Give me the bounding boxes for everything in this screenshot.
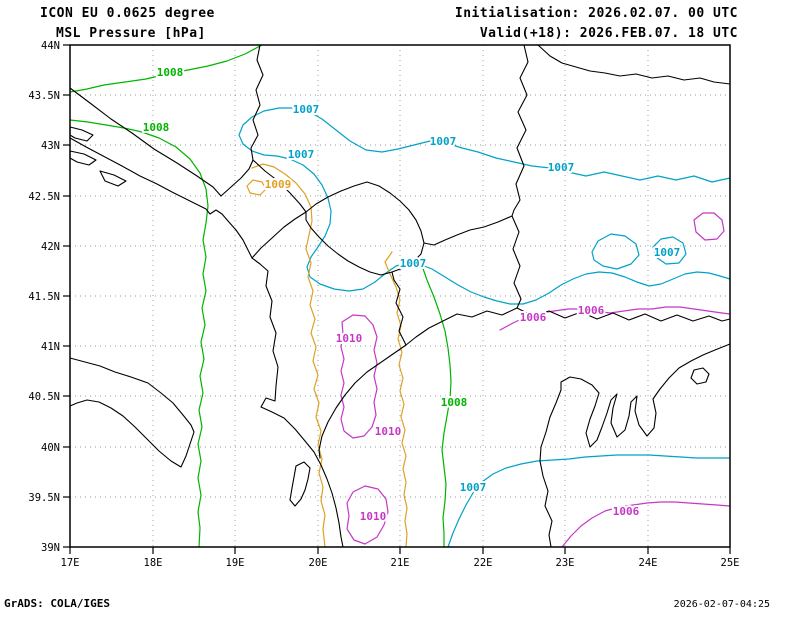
contour-label: 1007 bbox=[548, 161, 575, 174]
coastline-adriatic-east bbox=[69, 137, 344, 548]
isobars-1006 bbox=[499, 212, 731, 548]
x-axis-label: 19E bbox=[226, 557, 245, 569]
border-bosnia-montenegro bbox=[220, 159, 254, 197]
y-axis-label: 41.5N bbox=[28, 291, 60, 303]
island-corfu bbox=[289, 461, 311, 507]
contour-label: 1009 bbox=[265, 178, 292, 191]
contour-label: 1010 bbox=[336, 332, 363, 345]
y-axis-label: 42.5N bbox=[28, 191, 60, 203]
x-axis-label: 18E bbox=[144, 557, 163, 569]
contour-label: 1007 bbox=[430, 135, 457, 148]
border-albania-macedonia bbox=[391, 271, 407, 346]
y-axis-label: 44N bbox=[41, 40, 60, 52]
island-dalmatia-2 bbox=[69, 150, 97, 166]
border-greece-bulgaria bbox=[516, 307, 731, 322]
isobars-1008 bbox=[69, 44, 452, 548]
y-axis-label: 41N bbox=[41, 341, 60, 353]
border-croatia-bosnia bbox=[69, 87, 222, 197]
isobar-1007-closed-east bbox=[591, 233, 640, 270]
model-title: ICON EU 0.0625 degree bbox=[40, 6, 215, 21]
contour-label: 1006 bbox=[578, 304, 605, 317]
contour-label: 1007 bbox=[654, 246, 681, 259]
border-macedonia-greece bbox=[405, 307, 518, 346]
init-time-label: Initialisation: 2026.02.07. 00 UTC bbox=[454, 6, 738, 21]
x-axis-label: 21E bbox=[391, 557, 410, 569]
coastline-greece-aegean bbox=[539, 343, 731, 548]
isobar-1007-north-band bbox=[238, 107, 731, 305]
contour-label: 1010 bbox=[360, 510, 387, 523]
contour-label: 1006 bbox=[613, 505, 640, 518]
isobar-1006-closed-northeast bbox=[693, 212, 725, 241]
creation-timestamp: 2026-02-07-04:25 bbox=[673, 599, 770, 610]
y-axis-labels: 44N 43.5N 43N 42.5N 42N 41.5N 41N 40.5N … bbox=[28, 40, 60, 554]
map-outlines bbox=[69, 44, 731, 548]
x-axis-label: 22E bbox=[474, 557, 493, 569]
y-axis-label: 40.5N bbox=[28, 391, 60, 403]
border-serbia-macedonia bbox=[423, 215, 513, 246]
y-axis-label: 42N bbox=[41, 241, 60, 253]
island-dalmatia-1 bbox=[69, 126, 94, 142]
isobar-1006-east-band bbox=[499, 306, 731, 331]
contour-label: 1008 bbox=[157, 66, 184, 79]
contour-label: 1008 bbox=[143, 121, 170, 134]
x-axis-labels: 17E 18E 19E 20E 21E 22E 23E 24E 25E bbox=[61, 557, 740, 569]
isobars-1010 bbox=[340, 314, 389, 545]
x-axis-label: 17E bbox=[61, 557, 80, 569]
isobar-1007-south-band bbox=[447, 454, 731, 548]
field-title: MSL Pressure [hPa] bbox=[56, 26, 206, 41]
coastline-italy-heel bbox=[69, 357, 195, 468]
isobar-1008-west-flank bbox=[69, 119, 209, 548]
border-serbia-bulgaria bbox=[511, 44, 529, 217]
x-axis-label: 25E bbox=[721, 557, 740, 569]
border-montenegro-albania bbox=[251, 211, 307, 259]
island-thasos bbox=[690, 367, 710, 385]
isobar-1009-west-flank bbox=[251, 163, 326, 548]
isobars-1009 bbox=[246, 163, 408, 548]
border-montenegro-serbia bbox=[252, 159, 307, 213]
border-albania-greece bbox=[318, 344, 407, 459]
island-dalmatia-3 bbox=[99, 170, 127, 187]
contour-label: 1006 bbox=[520, 311, 547, 324]
axis-tick-marks bbox=[63, 44, 731, 554]
contour-label: 1007 bbox=[460, 481, 487, 494]
border-drina bbox=[250, 44, 264, 161]
isobars-1007 bbox=[238, 107, 731, 548]
x-axis-label: 24E bbox=[639, 557, 658, 569]
y-axis-label: 40N bbox=[41, 442, 60, 454]
isobar-1008-east-flank bbox=[420, 262, 452, 548]
y-axis-label: 39.5N bbox=[28, 492, 60, 504]
contour-label: 1007 bbox=[293, 103, 320, 116]
x-axis-label: 20E bbox=[309, 557, 328, 569]
isobar-1007-closed-east-2 bbox=[652, 236, 687, 265]
border-bulgaria-macedonia bbox=[511, 215, 522, 309]
y-axis-label: 43N bbox=[41, 140, 60, 152]
contour-label: 1007 bbox=[288, 148, 315, 161]
contour-label: 1008 bbox=[441, 396, 468, 409]
contour-label: 1010 bbox=[375, 425, 402, 438]
isobar-1009-east-flank bbox=[384, 251, 408, 548]
grads-credit: GrADS: COLA/IGES bbox=[4, 597, 110, 610]
isobar-1010-closed-center bbox=[340, 314, 378, 439]
isobar-1010-closed-south bbox=[346, 485, 389, 545]
y-axis-label: 43.5N bbox=[28, 90, 60, 102]
isobar-1008-northwest-arc bbox=[69, 44, 263, 93]
border-danube bbox=[537, 44, 731, 85]
y-axis-label: 39N bbox=[41, 542, 60, 554]
border-kosovo-loop bbox=[305, 181, 425, 276]
valid-time-label: Valid(+18): 2026.FEB.07. 18 UTC bbox=[479, 26, 738, 41]
isobar-1009-small-loop bbox=[246, 179, 267, 196]
x-axis-label: 23E bbox=[556, 557, 575, 569]
contour-label: 1007 bbox=[400, 257, 427, 270]
isobar-1006-southeast-band bbox=[561, 501, 731, 548]
contour-labels: 1008 1008 1007 1007 1007 1007 1009 1007 … bbox=[141, 64, 683, 525]
